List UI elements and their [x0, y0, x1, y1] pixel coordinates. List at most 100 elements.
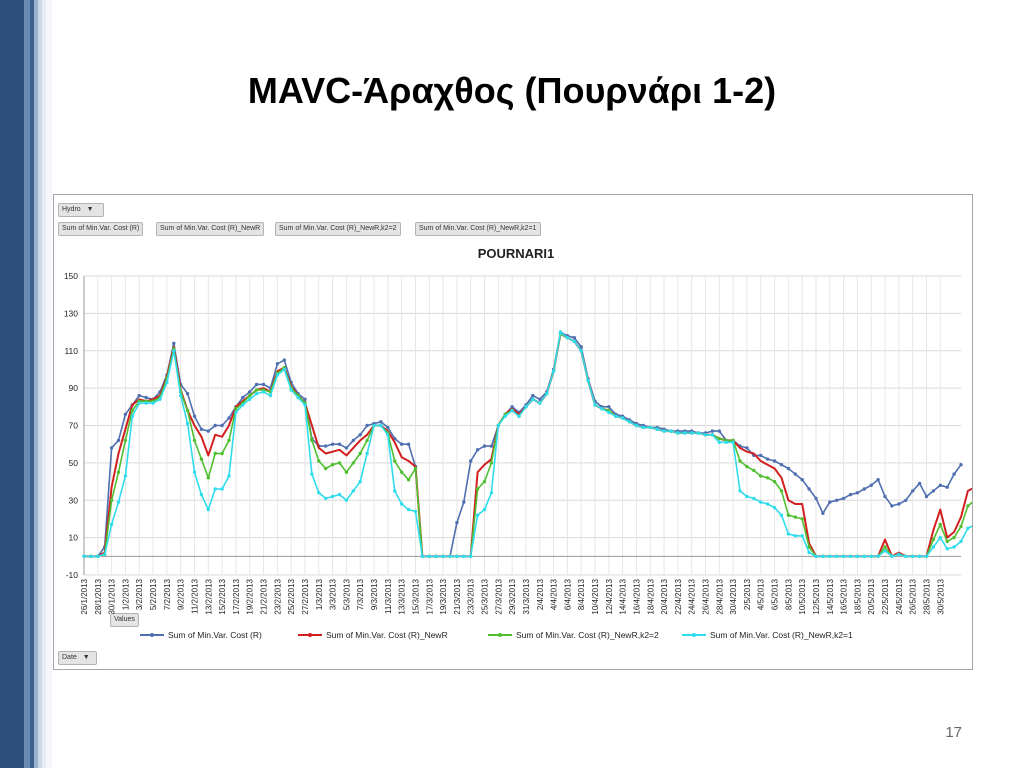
x-tick-label: 23/2/2013	[273, 578, 282, 614]
data-point	[462, 500, 466, 504]
data-point	[268, 393, 273, 398]
data-point	[876, 554, 880, 558]
legend-marker	[692, 633, 696, 637]
data-point	[345, 454, 348, 457]
data-point	[717, 429, 721, 433]
data-point	[862, 487, 866, 491]
data-point	[746, 450, 748, 453]
data-point	[773, 467, 776, 470]
y-tick-label: 110	[64, 346, 78, 356]
data-point	[455, 554, 459, 558]
x-tick-label: 17/3/2013	[425, 578, 434, 614]
data-point	[117, 452, 120, 455]
data-point	[938, 535, 942, 540]
axis-field-button[interactable]: Date ▼	[58, 651, 97, 665]
data-point	[400, 456, 403, 459]
data-point	[220, 487, 224, 491]
data-point	[206, 507, 210, 512]
x-tick-label: 12/5/2013	[812, 578, 821, 614]
data-point	[282, 358, 286, 362]
x-tick-label: 24/5/2013	[895, 578, 904, 614]
x-tick-label: 16/5/2013	[840, 578, 849, 614]
pivot-chart-frame: Hydro ▼ Sum of Min.Var. Cost (R) Sum of …	[53, 194, 973, 670]
data-point	[752, 452, 755, 455]
legend-label: Sum of Min.Var. Cost (R)_NewR,k2=1	[710, 630, 853, 640]
data-point	[565, 336, 570, 340]
data-point	[185, 421, 190, 426]
y-tick-label: 90	[69, 383, 79, 393]
data-point	[317, 459, 321, 463]
data-point	[801, 503, 804, 505]
series-3	[82, 332, 972, 558]
data-point	[772, 506, 777, 510]
data-point	[241, 395, 245, 400]
data-point	[192, 470, 197, 474]
value-field-button-k2-1[interactable]: Sum of Min.Var. Cost (R)_NewR,k2=1	[415, 222, 541, 236]
data-point	[710, 429, 715, 433]
data-point	[787, 499, 790, 502]
data-point	[344, 446, 349, 450]
data-point	[503, 414, 507, 418]
data-point	[434, 554, 438, 558]
data-point	[841, 554, 846, 558]
x-tick-label: 19/3/2013	[439, 578, 448, 614]
x-tick-label: 1/3/2013	[315, 578, 324, 610]
data-point	[359, 439, 362, 442]
data-point	[137, 393, 141, 398]
data-point	[876, 478, 880, 482]
x-tick-label: 11/2/2013	[190, 578, 199, 614]
x-tick-label: 24/4/2013	[688, 578, 697, 614]
data-point	[199, 427, 204, 431]
data-point	[745, 494, 749, 499]
y-tick-label: 30	[69, 495, 79, 505]
value-field-button-newr[interactable]: Sum of Min.Var. Cost (R)_NewR	[156, 222, 265, 236]
data-point	[303, 397, 307, 401]
x-tick-label: 19/2/2013	[246, 578, 255, 614]
x-tick-label: 16/4/2013	[632, 578, 641, 614]
x-tick-label: 10/4/2013	[591, 578, 600, 614]
value-field-button-k2-2[interactable]: Sum of Min.Var. Cost (R)_NewR,k2=2	[275, 222, 401, 236]
data-point	[123, 474, 128, 478]
data-point	[835, 498, 839, 502]
data-point	[337, 492, 342, 497]
value-field-button-r[interactable]: Sum of Min.Var. Cost (R)	[58, 222, 144, 236]
y-tick-label: 150	[64, 271, 78, 281]
values-field-button[interactable]: Values	[110, 613, 139, 627]
data-point	[835, 554, 839, 558]
data-point	[462, 554, 466, 558]
x-tick-label: 30/1/2013	[108, 578, 117, 614]
legend-item-3: Sum of Min.Var. Cost (R)_NewR,k2=2	[488, 630, 659, 640]
data-point	[400, 502, 404, 506]
data-point	[96, 554, 100, 558]
data-point	[848, 492, 853, 497]
x-tick-label: 6/4/2013	[563, 578, 572, 610]
data-point	[213, 423, 217, 428]
data-point	[130, 408, 134, 413]
data-point	[510, 405, 514, 409]
data-point	[800, 517, 804, 521]
data-point	[482, 444, 487, 448]
data-point	[400, 442, 404, 446]
data-point	[607, 405, 611, 409]
data-point	[413, 509, 418, 514]
report-filter-button[interactable]: Hydro ▼	[58, 203, 104, 217]
data-point	[752, 496, 756, 501]
series-group	[82, 330, 972, 558]
data-point	[904, 554, 908, 558]
data-point	[352, 447, 355, 449]
data-point	[206, 476, 210, 480]
data-point	[627, 420, 632, 424]
decorative-side-stripes	[0, 0, 52, 768]
data-point	[945, 539, 949, 544]
x-tick-label: 26/1/2013	[80, 578, 89, 614]
x-tick-label: 7/2/2013	[163, 578, 172, 610]
data-point	[406, 442, 411, 446]
slide-title: MAVC-Άραχθος (Πουρνάρι 1-2)	[247, 70, 777, 111]
x-axis: 26/1/2013 28/1/2013 30/1/2013 1/2/2013 3/2/2…	[80, 555, 961, 615]
y-tick-label: 130	[64, 308, 78, 318]
data-point	[814, 554, 818, 558]
data-point	[344, 498, 349, 502]
data-point	[337, 461, 342, 465]
data-point	[841, 496, 846, 501]
x-tick-label: 25/3/2013	[481, 578, 490, 614]
